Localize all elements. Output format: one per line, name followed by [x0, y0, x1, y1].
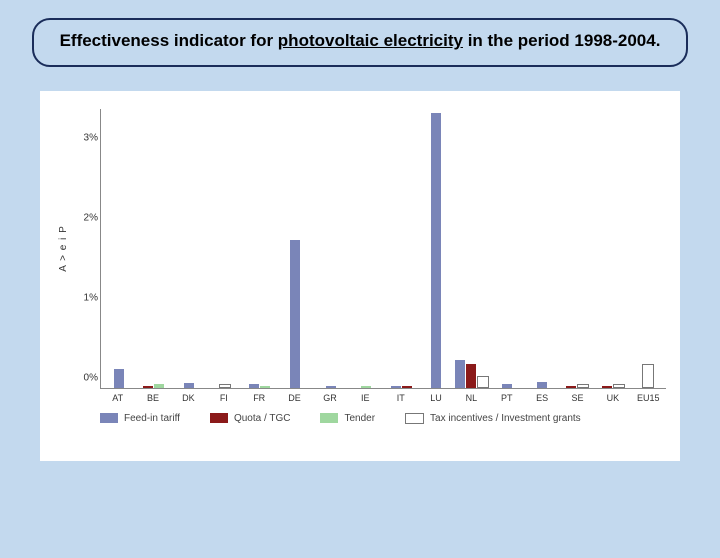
- y-axis-label-box: A > e i P: [54, 109, 72, 389]
- legend-label-tax: Tax incentives / Investment grants: [430, 413, 581, 424]
- bar-FI-tax: [219, 384, 231, 388]
- bar-ES-feedin: [537, 382, 547, 388]
- x-label-BE: BE: [135, 393, 170, 403]
- bar-BE-tender: [154, 384, 164, 388]
- category-PT: [489, 109, 524, 388]
- y-tick-label: 0%: [84, 372, 98, 383]
- bar-SE-quota: [566, 386, 576, 388]
- x-label-DK: DK: [171, 393, 206, 403]
- category-UK: [595, 109, 630, 388]
- category-IE: [348, 109, 383, 388]
- bar-LU-feedin: [431, 113, 441, 388]
- x-label-PT: PT: [489, 393, 524, 403]
- bar-DK-feedin: [184, 383, 194, 388]
- category-FI: [207, 109, 242, 388]
- title-panel: Effectiveness indicator for photovoltaic…: [32, 18, 688, 67]
- bar-NL-tax: [477, 376, 489, 388]
- title-suffix: in the period 1998-2004.: [463, 31, 660, 50]
- y-axis-label: A > e i P: [58, 226, 69, 273]
- bar-FR-tender: [260, 386, 270, 388]
- legend-item-quota: Quota / TGC: [210, 413, 291, 424]
- x-label-ES: ES: [525, 393, 560, 403]
- legend-label-quota: Quota / TGC: [234, 413, 291, 424]
- category-BE: [136, 109, 171, 388]
- x-label-EU15: EU15: [631, 393, 666, 403]
- y-tick-label: 3%: [84, 132, 98, 143]
- category-DK: [172, 109, 207, 388]
- legend-item-tender: Tender: [320, 413, 375, 424]
- bar-AT-feedin: [114, 369, 124, 388]
- page-title: Effectiveness indicator for photovoltaic…: [54, 30, 666, 53]
- plot-area: [100, 109, 666, 389]
- x-label-DE: DE: [277, 393, 312, 403]
- y-tick-label: 1%: [84, 292, 98, 303]
- bars-container: [101, 109, 666, 388]
- category-IT: [384, 109, 419, 388]
- x-label-FR: FR: [242, 393, 277, 403]
- title-prefix: Effectiveness indicator for: [60, 31, 278, 50]
- bar-SE-tax: [577, 384, 589, 388]
- x-label-IT: IT: [383, 393, 418, 403]
- category-NL: [454, 109, 489, 388]
- x-label-FI: FI: [206, 393, 241, 403]
- legend: Feed-in tariff Quota / TGC Tender Tax in…: [100, 413, 666, 424]
- legend-label-feedin: Feed-in tariff: [124, 413, 180, 424]
- x-label-IE: IE: [348, 393, 383, 403]
- category-GR: [313, 109, 348, 388]
- category-ES: [525, 109, 560, 388]
- bar-UK-tax: [613, 384, 625, 388]
- title-underlined: photovoltaic electricity: [278, 31, 463, 50]
- bar-NL-feedin: [455, 360, 465, 388]
- category-EU15: [631, 109, 666, 388]
- bar-IT-quota: [402, 386, 412, 388]
- x-label-AT: AT: [100, 393, 135, 403]
- bar-IT-feedin: [391, 386, 401, 388]
- legend-item-feedin: Feed-in tariff: [100, 413, 180, 424]
- category-SE: [560, 109, 595, 388]
- x-label-LU: LU: [418, 393, 453, 403]
- bar-UK-quota: [602, 386, 612, 388]
- bar-PT-feedin: [502, 384, 512, 388]
- bar-DE-feedin: [290, 240, 300, 387]
- bar-IE-tender: [361, 386, 371, 388]
- swatch-quota: [210, 413, 228, 423]
- x-labels: ATBEDKFIFRDEGRIEITLUNLPTESSEUKEU15: [100, 389, 666, 403]
- category-LU: [419, 109, 454, 388]
- bar-GR-feedin: [326, 386, 336, 388]
- category-FR: [242, 109, 277, 388]
- y-tick-label: 2%: [84, 212, 98, 223]
- category-AT: [101, 109, 136, 388]
- x-label-UK: UK: [595, 393, 630, 403]
- y-ticks: 0% 1% 2% 3%: [72, 109, 100, 389]
- x-label-SE: SE: [560, 393, 595, 403]
- bar-BE-quota: [143, 386, 153, 388]
- category-DE: [278, 109, 313, 388]
- swatch-feedin: [100, 413, 118, 423]
- chart-panel: A > e i P 0% 1% 2% 3% ATBEDKFIFRDEGRIEITLUN…: [40, 91, 680, 461]
- legend-item-tax: Tax incentives / Investment grants: [405, 413, 581, 424]
- bar-NL-quota: [466, 364, 476, 388]
- plot-wrap: A > e i P 0% 1% 2% 3%: [54, 109, 666, 389]
- swatch-tender: [320, 413, 338, 423]
- x-label-NL: NL: [454, 393, 489, 403]
- swatch-tax: [405, 413, 424, 424]
- bar-FR-feedin: [249, 384, 259, 388]
- x-label-GR: GR: [312, 393, 347, 403]
- bar-EU15-tax: [642, 364, 654, 388]
- legend-label-tender: Tender: [344, 413, 375, 424]
